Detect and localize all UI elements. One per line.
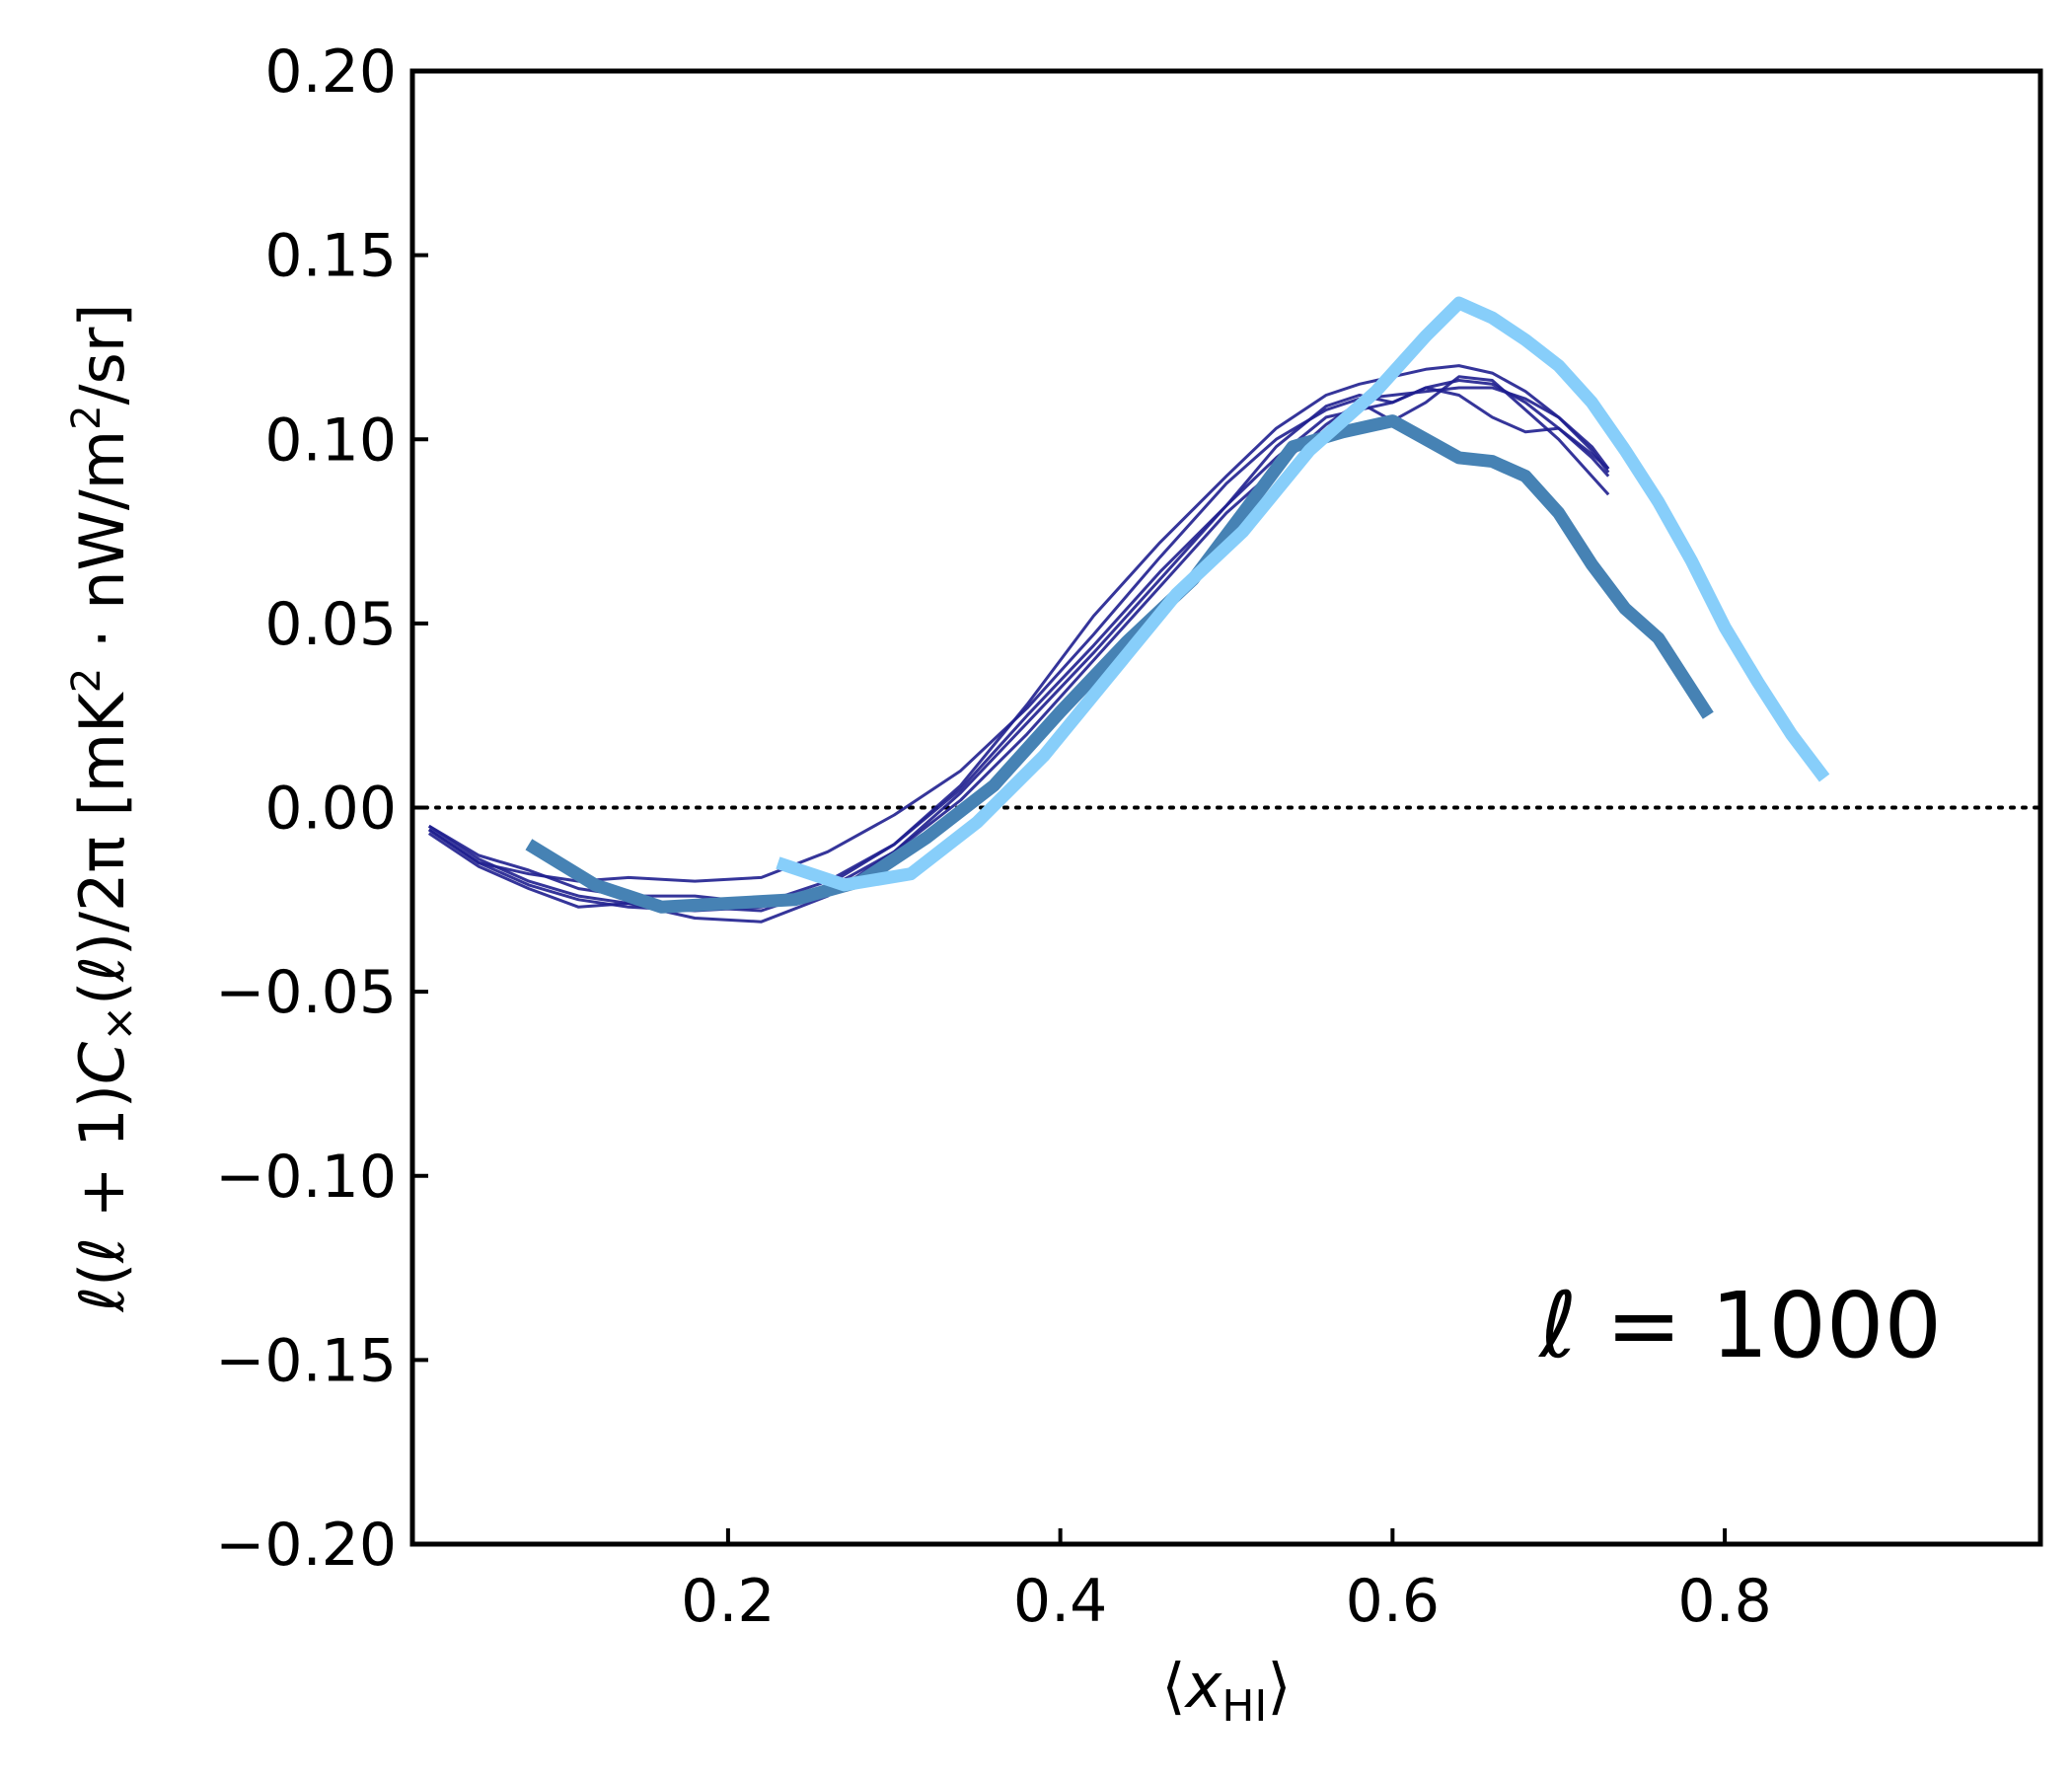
ticks-layer: 0.2 0.4 0.6 0.8 −0.20 −0.15 −0.10 −0.05 0.00 0.05… (215, 37, 1772, 1636)
series-line-1 (427, 386, 1610, 883)
series-line-7 (776, 296, 1830, 892)
series-line-6 (525, 414, 1714, 914)
y-tick-label: −0.05 (215, 958, 397, 1027)
series-layer (427, 296, 1830, 924)
y-tick-label: 0.10 (264, 406, 397, 475)
y-tick-label: −0.10 (215, 1143, 397, 1212)
x-tick-label: 0.8 (1677, 1567, 1771, 1636)
ell-annotation: ℓ = 1000 (1537, 1273, 1942, 1378)
x-tick-label: 0.4 (1013, 1567, 1107, 1636)
series-line-4 (427, 386, 1610, 924)
y-tick-label: 0.15 (264, 222, 397, 291)
y-tick-label: 0.20 (264, 37, 397, 107)
x-tick-label: 0.6 (1346, 1567, 1440, 1636)
x-axis-label: ⟨xHI⟩ (1161, 1650, 1291, 1732)
y-tick-label: −0.20 (215, 1511, 397, 1580)
y-tick-label: −0.15 (215, 1326, 397, 1395)
y-axis-label: ℓ(ℓ + 1)C×(ℓ)/2π [mK2 · nW/m2/sr] (64, 304, 144, 1313)
series-line-5 (427, 364, 1610, 913)
y-tick-label: 0.05 (264, 590, 397, 659)
x-tick-label: 0.2 (681, 1567, 775, 1636)
y-tick-label: 0.00 (264, 775, 397, 844)
